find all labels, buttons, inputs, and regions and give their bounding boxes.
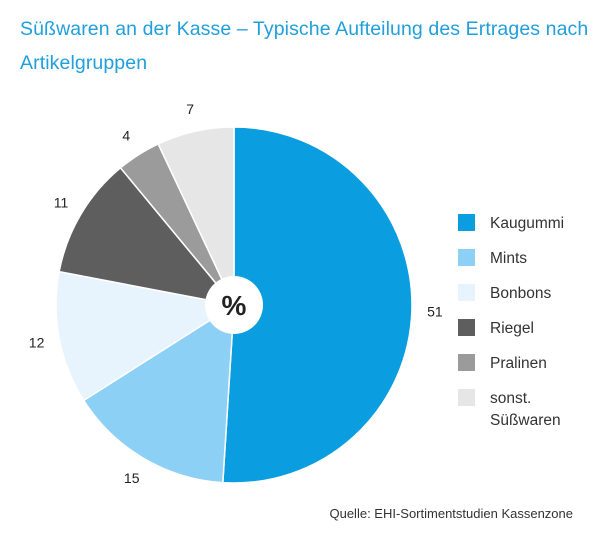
legend-swatch-4: [458, 354, 475, 371]
center-label: %: [222, 290, 247, 321]
legend-swatch-1: [458, 249, 475, 266]
legend-label-2: Bonbons: [490, 285, 551, 302]
pie-slice-5: [157, 126, 235, 306]
slice-value-labels: 51 15 12 11 4 7: [29, 101, 443, 486]
legend-label-4: Pralinen: [490, 355, 547, 372]
pie-slices: [55, 126, 413, 484]
legend: Kaugummi Mints Bonbons Riegel Pralinen sonst.…: [458, 214, 564, 429]
legend-label-0: Kaugummi: [490, 215, 564, 232]
slice-value-label-0: 51: [427, 303, 443, 319]
pie-slice-1: [82, 303, 235, 484]
legend-swatch-0: [458, 214, 475, 231]
slice-value-label-3: 11: [54, 195, 69, 211]
legend-label-3: Riegel: [490, 320, 534, 337]
pie-slice-2: [55, 270, 237, 402]
source-note: Quelle: EHI-Sortimentstudien Kassenzone: [329, 506, 573, 521]
center-circle: [205, 276, 263, 334]
pie-slice-0: [222, 126, 413, 484]
legend-swatch-5: [458, 389, 475, 406]
slice-value-label-5: 7: [186, 101, 194, 117]
slice-value-label-2: 12: [29, 335, 45, 351]
chart-title: Süßwaren an der Kasse – Typische Aufteil…: [20, 18, 589, 74]
slice-value-label-1: 15: [124, 470, 140, 486]
slice-value-label-4: 4: [122, 127, 130, 143]
legend-swatch-2: [458, 284, 475, 301]
legend-label-5: sonst. Süßwaren: [490, 390, 561, 429]
legend-swatch-3: [458, 319, 475, 336]
pie-slice-3: [58, 166, 236, 307]
legend-label-1: Mints: [490, 250, 527, 267]
